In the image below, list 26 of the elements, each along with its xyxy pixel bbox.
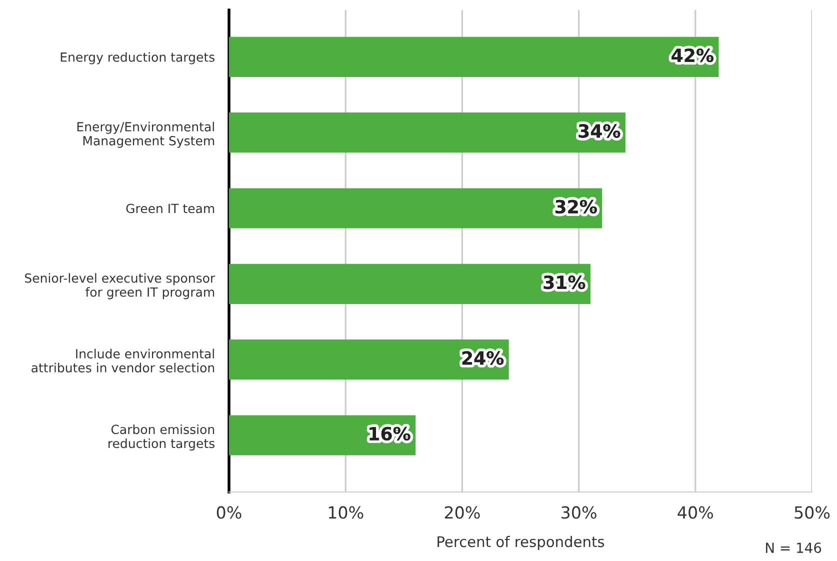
x-tick-label: 20%	[444, 506, 480, 519]
y-tick-label: Energy/Environmental Management System	[77, 122, 214, 148]
x-axis-title: Percent of respondents	[438, 536, 604, 550]
y-tick-label: Green IT team	[126, 204, 214, 214]
bar	[229, 36, 719, 77]
y-tick-label: Carbon emission reduction targets	[108, 424, 214, 451]
data-label: 32%	[555, 200, 597, 214]
x-tick-label: 30%	[562, 506, 596, 519]
bar	[229, 112, 626, 153]
x-tick-label: 50%	[794, 506, 830, 519]
bar	[229, 264, 590, 304]
data-label: 42%	[672, 48, 714, 62]
data-label: 34%	[578, 124, 620, 138]
text: N = 146	[766, 542, 822, 554]
bar	[229, 340, 509, 380]
data-label: 16%	[370, 426, 410, 440]
data-label: 24%	[462, 351, 504, 365]
x-tick-label: 40%	[678, 506, 713, 519]
y-tick-label: Energy reduction targets	[60, 52, 214, 64]
bar	[229, 188, 602, 228]
y-tick-label: Senior-level executive sponsor for green IT program	[24, 273, 216, 300]
y-tick-label: Include environmental attributes in vendor selection	[32, 348, 214, 372]
data-label: 31%	[544, 275, 586, 290]
x-tick-label: 10%	[328, 506, 364, 519]
bar	[229, 415, 416, 456]
x-tick-label: 0%	[216, 506, 242, 519]
